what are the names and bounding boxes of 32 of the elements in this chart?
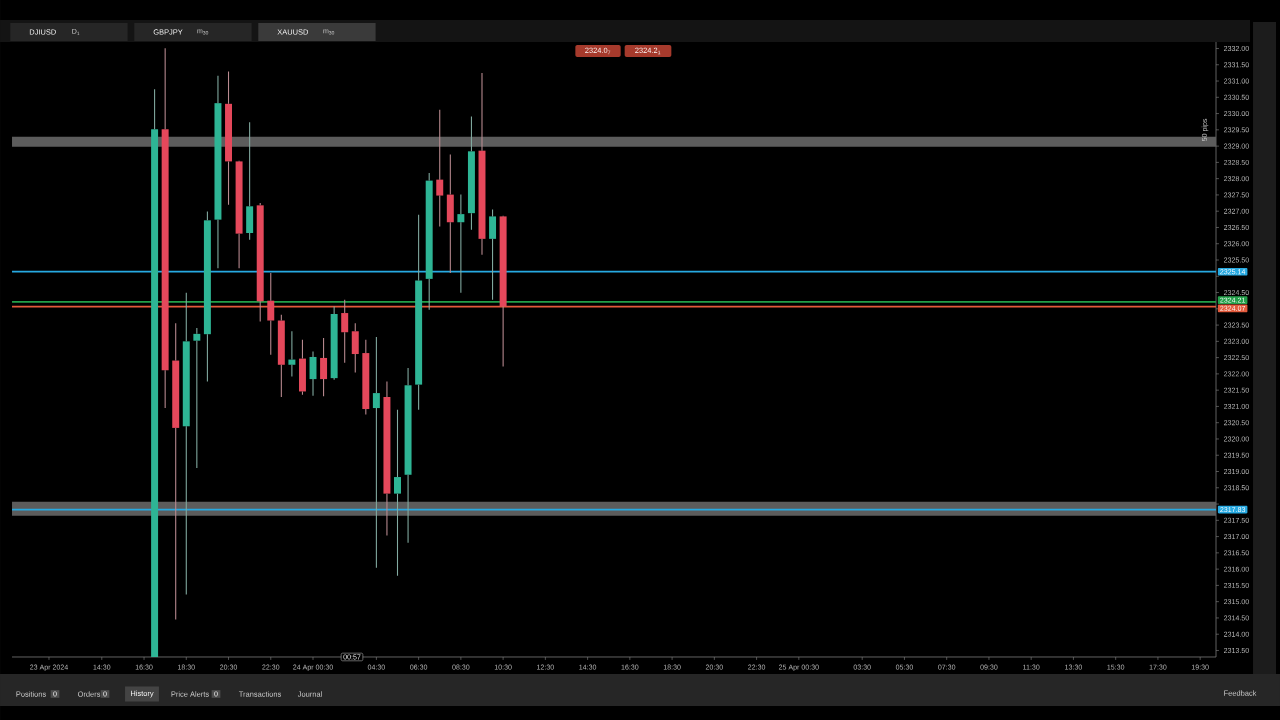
candlestick	[394, 409, 401, 577]
candlestick	[277, 314, 285, 398]
candlestick	[330, 305, 338, 381]
candlestick	[404, 367, 412, 544]
candlestick	[320, 337, 328, 397]
candlestick	[383, 380, 391, 537]
candlestick	[415, 214, 423, 411]
candlestick	[151, 88, 159, 657]
candlestick	[193, 327, 201, 469]
candlestick	[182, 292, 190, 596]
candlestick	[425, 172, 433, 311]
candlestick	[267, 272, 275, 356]
candlestick	[362, 339, 370, 416]
candlestick	[489, 209, 497, 301]
candlestick	[351, 322, 359, 374]
candlestick	[446, 154, 454, 274]
candlestick	[225, 71, 233, 206]
candlestick	[467, 115, 475, 231]
candlestick	[499, 216, 507, 367]
candlestick	[246, 121, 254, 241]
candlestick	[372, 336, 380, 569]
candlestick	[214, 75, 222, 269]
candlestick	[161, 47, 169, 409]
candlestick	[298, 339, 306, 396]
candlestick	[288, 330, 296, 378]
candlestick	[203, 210, 211, 382]
candlestick	[341, 299, 349, 364]
candlestick	[457, 194, 465, 294]
candlestick	[436, 109, 444, 228]
candlestick	[172, 322, 180, 621]
candlestick	[235, 161, 243, 269]
candlestick	[256, 202, 264, 323]
